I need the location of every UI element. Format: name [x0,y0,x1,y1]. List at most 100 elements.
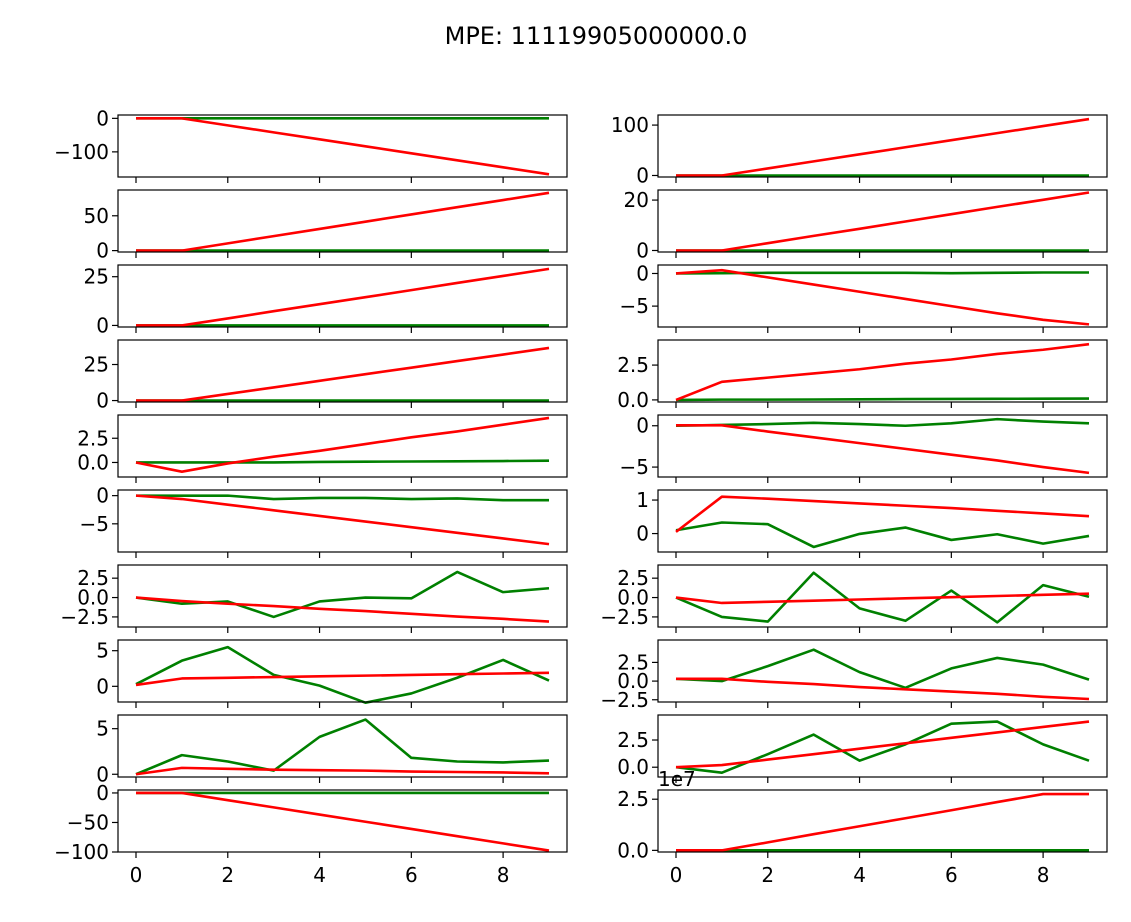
y-tick-label: 20 [624,188,649,212]
y-tick-label: 1 [636,488,649,512]
axes-frame [117,264,568,328]
y-tick-label: 2.5 [617,353,649,377]
axes-frame [117,414,568,478]
axes-frame [117,714,568,778]
axis-offset-label: 1e7 [658,767,696,791]
y-tick-label: 0.0 [77,586,109,610]
x-tick-label: 6 [405,863,418,887]
y-tick-label: 0 [96,313,109,337]
subplot-r5-c1: 10 [636,488,1108,558]
axes-frame [117,789,568,853]
x-tick-label: 0 [670,863,683,887]
series-red-line [675,268,1090,326]
series-green-line [135,718,550,776]
series-green-line [136,459,550,464]
series-red-line [675,720,1090,769]
x-tick-label: 2 [761,863,774,887]
subplot-r4-c1: 0 −5 [620,414,1108,483]
axes-frame [657,564,1108,628]
y-tick-label: 0.0 [77,450,109,474]
x-tick-label: 8 [1037,863,1050,887]
y-tick-label: 0 [636,261,649,285]
y-tick-label: 0 [636,163,649,187]
subplot-r8-c0: 50 [96,714,568,786]
x-tick-label: 4 [853,863,866,887]
series-green-line [135,645,550,705]
x-tick-label: 4 [313,863,326,887]
y-tick-label: 0 [636,414,649,438]
axes-frame [117,339,568,403]
subplot-r2-c0: 0 25 [84,264,568,337]
axes-frame [657,264,1108,328]
y-tick-label: −50 [67,810,109,834]
y-tick-label: 0.0 [617,755,649,779]
subplot-r5-c0: 0−5 [80,484,568,558]
series-red-line [135,416,550,473]
y-tick-label: 2.5 [77,566,109,590]
series-red-line [676,424,1090,475]
axes-frame [657,339,1108,403]
series-red-line [136,791,550,852]
y-tick-label: 0 [96,106,109,130]
y-tick-label: 5 [96,717,109,741]
subplot-r1-c0: 050 [84,189,568,263]
series-red-line [675,342,1090,402]
y-tick-label: 2.5 [617,650,649,674]
y-tick-label: −5 [620,294,649,318]
y-tick-label: −2.5 [60,605,109,629]
x-tick-label: 8 [497,863,510,887]
subplot-r2-c1: 0−5 [620,261,1108,333]
axes-frame [117,639,568,703]
subplot-r6-c1: 2.50.0−2.5 [600,564,1108,633]
subplot-r3-c0: 0 25 [84,339,568,413]
subplot-r4-c0: 0.02.5 [77,414,568,483]
series-green-line [675,648,1090,690]
series-red-line [136,117,550,176]
subplot-r3-c1: 0.02.5 [617,339,1108,412]
y-tick-label: 0 [96,674,109,698]
axes-frame [117,489,568,553]
series-red-line [676,191,1090,252]
series-red-line [676,117,1090,177]
y-tick-label: 0.0 [617,838,649,862]
series-green-line [675,571,1090,624]
y-tick-label: 2.5 [617,728,649,752]
x-tick-label: 6 [945,863,958,887]
y-tick-label: 0.0 [617,586,649,610]
subplot-r0-c0: 0 −100 [54,106,568,183]
y-tick-label: 50 [84,204,109,228]
axes-frame [117,114,568,178]
y-tick-label: 25 [84,265,109,289]
series-red-line [675,495,1090,533]
series-green-line [675,521,1090,549]
axes-frame [657,189,1108,253]
series-red-line [676,792,1089,852]
subplot-r9-c1: 0.0 2.5 0 2 4 6 8 1e7 [617,767,1108,887]
series-red-line [136,346,550,402]
axes-frame [117,564,568,628]
y-tick-label: 0 [636,522,649,546]
axes-frame [117,189,568,253]
axes-frame [657,789,1108,853]
series-green-line [675,397,1090,402]
y-tick-label: 0 [96,781,109,805]
subplot-r9-c0: 0 −50 −100 0 2 4 6 8 [54,781,568,887]
y-tick-label: 25 [84,353,109,377]
y-tick-label: 0 [96,484,109,508]
subplot-r7-c1: 2.50.0−2.5 [600,639,1108,712]
y-tick-label: 0.0 [617,388,649,412]
series-red-line [676,677,1090,701]
axes-frame [657,639,1108,703]
series-red-line [136,267,550,327]
y-tick-label: 2.5 [617,566,649,590]
y-tick-label: 0 [96,762,109,786]
y-tick-label: −2.5 [600,605,649,629]
series-green-line [136,494,549,502]
series-red-line [135,671,550,687]
y-tick-label: −100 [54,840,109,864]
y-tick-label: −2.5 [600,688,649,712]
figure-title: MPE: 11119905000000.0 [445,22,748,50]
y-tick-label: −5 [620,455,649,479]
series-red-line [135,494,550,546]
